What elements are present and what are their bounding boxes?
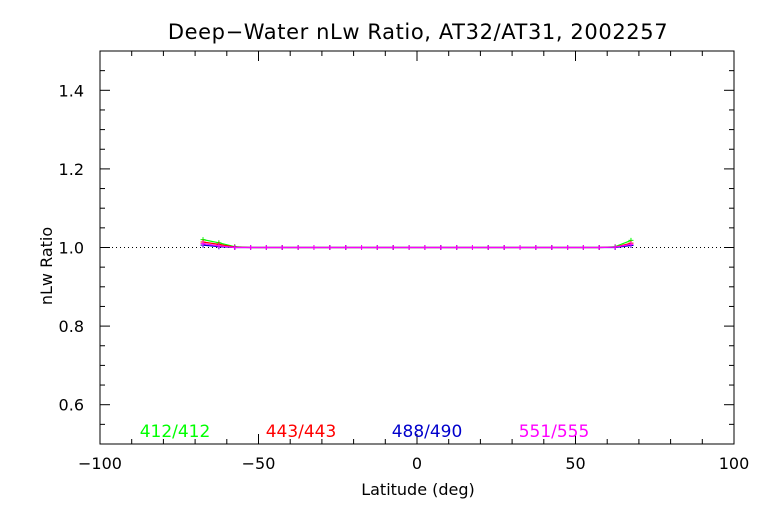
data-point (311, 245, 317, 250)
y-tick-label: 1.2 (59, 160, 84, 179)
data-point (454, 245, 460, 250)
x-tick-label: −50 (242, 454, 276, 473)
data-point (501, 245, 507, 250)
data-point (533, 245, 539, 250)
legend-entry: 551/555 (519, 422, 590, 442)
data-point (406, 245, 412, 250)
data-point (327, 245, 333, 250)
series-line (202, 239, 632, 249)
series-443-443 (200, 239, 634, 250)
data-point (232, 245, 238, 250)
legend-entry: 443/443 (266, 422, 337, 442)
data-point (374, 245, 380, 250)
data-point (549, 245, 555, 250)
x-axis-label: Latitude (deg) (361, 480, 475, 499)
data-point (343, 245, 349, 250)
data-point (565, 245, 571, 250)
data-point (279, 245, 285, 250)
y-axis-label: nLw Ratio (37, 227, 56, 305)
data-point (628, 241, 634, 247)
series-488-490 (200, 242, 634, 250)
data-point (248, 245, 254, 250)
series-551-555 (200, 241, 634, 250)
series-line (202, 241, 632, 249)
data-point (612, 244, 618, 250)
data-point (216, 243, 222, 249)
data-point (485, 245, 491, 250)
data-point (596, 245, 602, 250)
y-tick-label: 1.4 (59, 81, 84, 100)
data-point (469, 245, 475, 250)
y-tick-label: 1.0 (59, 239, 84, 258)
data-point (422, 245, 428, 250)
data-point (263, 245, 269, 250)
data-point (390, 245, 396, 250)
legend-entry: 412/412 (140, 422, 211, 442)
y-tick-label: 0.8 (59, 317, 84, 336)
series-line (202, 243, 632, 249)
data-point (517, 245, 523, 250)
x-tick-label: 100 (719, 454, 750, 473)
plot-area: −100 −50 0 50 100 0.6 0.8 1.0 1.2 1.4 412/412 443/4… (59, 50, 750, 473)
data-point (200, 241, 206, 247)
data-point (359, 245, 365, 250)
data-point (580, 245, 586, 250)
x-tick-label: 0 (412, 454, 422, 473)
chart-title: Deep−Water nLw Ratio, AT32/AT31, 2002257 (168, 20, 668, 44)
data-point (295, 245, 301, 250)
x-tick-label: 50 (565, 454, 585, 473)
x-tick-label: −100 (78, 454, 122, 473)
y-tick-label: 0.6 (59, 396, 84, 415)
data-point (438, 245, 444, 250)
legend-entry: 488/490 (392, 422, 463, 442)
